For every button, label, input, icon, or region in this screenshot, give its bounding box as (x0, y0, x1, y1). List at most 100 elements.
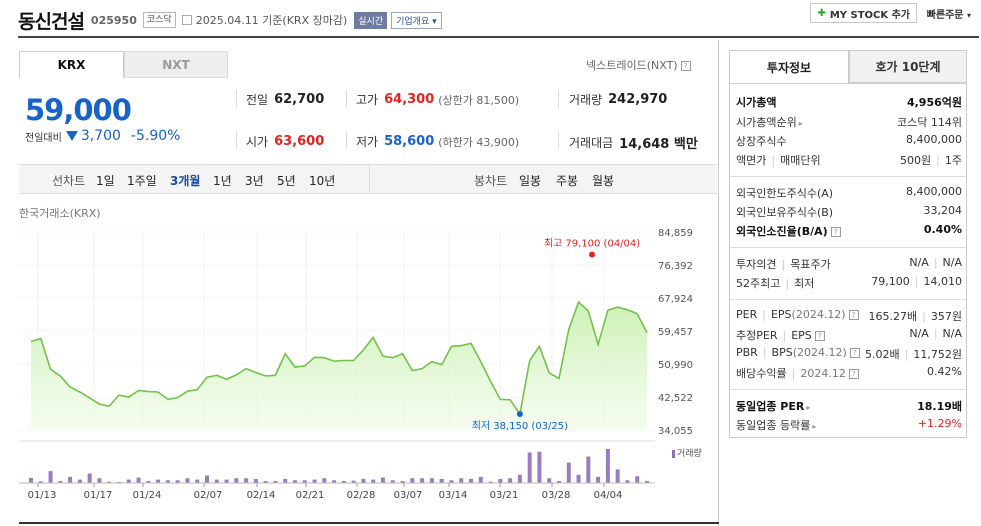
panel-separator (730, 176, 966, 177)
period-1y[interactable]: 1년 (213, 174, 232, 188)
candle-chart-label: 봉차트 (474, 174, 508, 188)
change-percent: -5.90% (130, 128, 181, 144)
plus-icon: ✚ (817, 7, 826, 19)
company-info-dropdown[interactable]: 기업개요 ▾ (391, 11, 442, 29)
x-tick-label: 03/21 (490, 490, 519, 501)
y-tick-label: 67,924 (658, 294, 693, 305)
x-tick-label: 01/13 (28, 490, 57, 501)
tab-krx[interactable]: KRX (19, 51, 124, 78)
company-name: 동신건설 (18, 10, 85, 33)
est-eps-value: N/A (942, 327, 962, 340)
period-3y[interactable]: 3년 (245, 174, 264, 188)
change-label: 전일대비 (25, 132, 62, 144)
low-stat: 저가 58,600 (하한가 43,900) (356, 133, 519, 150)
help-icon[interactable]: ? (849, 348, 860, 358)
x-tick-label: 03/28 (542, 490, 571, 501)
period-1d[interactable]: 1일 (96, 174, 115, 188)
dividend-year: 2024.12 (800, 367, 846, 380)
x-tick-label: 01/24 (133, 490, 162, 501)
help-icon[interactable]: ? (680, 61, 691, 71)
chevron-right-icon[interactable]: ▸ (806, 403, 811, 412)
realtime-button[interactable]: 실시간 (354, 11, 388, 29)
volume-label: 거래량 (569, 93, 603, 107)
period-divider (369, 165, 370, 193)
volume-bar (498, 478, 503, 483)
foreign-ratio-value: 0.40% (923, 223, 962, 236)
quick-order-button[interactable]: 빠른주문 ▾ (927, 6, 971, 21)
eps-label: EPS (770, 308, 792, 321)
chevron-right-icon[interactable]: ▸ (798, 119, 803, 128)
bps-year: (2024.12) (792, 346, 847, 359)
foreign-limit-label: 외국인한도주식수(A) (736, 187, 834, 200)
period-10y[interactable]: 10년 (309, 174, 336, 188)
invest-info-panel: 시가총액 4,956억원 시가총액순위 ▸ 코스닥 114위 상장주식수 8,400,0… (729, 83, 967, 438)
foreign-hold-row: 외국인보유주식수(B) 33,204 (736, 204, 962, 220)
volume-bar (332, 480, 337, 483)
prev-close-label: 전일 (246, 93, 269, 107)
market-cap-rank-row: 시가총액순위 ▸ 코스닥 114위 (736, 114, 962, 130)
volume-bar (586, 456, 591, 483)
volume-bar (293, 480, 297, 483)
volume-chart[interactable]: 01/13 01/17 01/24 02/07 02/14 02/21 02/28 03/07… (19, 440, 717, 506)
help-icon[interactable]: ? (848, 310, 859, 320)
y-tick-label: 34,055 (658, 426, 693, 437)
period-daily[interactable]: 일봉 (519, 174, 542, 188)
volume-bar (117, 481, 121, 483)
trade-unit-value: 1주 (944, 154, 962, 167)
foreign-limit-row: 외국인한도주식수(A) 8,400,000 (736, 185, 962, 201)
volume-bar (136, 477, 141, 483)
market-cap-row: 시가총액 4,956억원 (736, 94, 962, 110)
market-cap-label: 시가총액 (736, 96, 777, 109)
current-price: 59,000 (25, 93, 132, 127)
panel-separator (730, 299, 966, 300)
x-tick-label: 01/17 (84, 490, 113, 501)
low-marker (516, 411, 523, 418)
par-value: 500원 (900, 154, 932, 167)
y-tick-label: 42,522 (658, 393, 693, 404)
add-mystock-label: MY STOCK 추가 (829, 9, 910, 21)
amount-stat: 거래대금 14,648 백만 (569, 133, 698, 152)
volume-bar (224, 479, 229, 483)
52w-row: 52주최고 | 최저 79,100 | 14,010 (736, 275, 962, 290)
period-monthly[interactable]: 월봉 (592, 174, 615, 188)
nextrade-link[interactable]: 넥스트레이드(NXT)? (586, 57, 691, 73)
volume-bar (214, 479, 219, 483)
volume-bar (449, 480, 454, 483)
help-icon[interactable]: ? (830, 227, 841, 237)
high-value: 64,300 (384, 92, 435, 107)
volume-bar (410, 478, 415, 483)
volume-bar (195, 479, 200, 483)
help-icon[interactable]: ? (814, 331, 825, 341)
panel-separator (730, 389, 966, 390)
period-weekly[interactable]: 주봉 (556, 174, 579, 188)
quick-order-label: 빠른주문 (926, 10, 964, 21)
caret-down-icon: ▾ (966, 11, 971, 20)
tab-invest-info[interactable]: 투자정보 (729, 50, 849, 83)
volume-bar (439, 478, 444, 483)
volume-bar (517, 474, 522, 483)
period-5y[interactable]: 5년 (277, 174, 296, 188)
chevron-right-icon[interactable]: ▸ (812, 422, 817, 431)
price-chart[interactable]: 84,859 76,392 67,924 59,457 50,990 42,522 34,0… (19, 224, 717, 440)
volume-bar (58, 480, 63, 483)
volume-bar (547, 478, 552, 483)
stat-divider (346, 131, 347, 149)
help-icon[interactable]: ? (848, 369, 859, 379)
x-tick-label: 02/14 (247, 490, 276, 501)
volume-bar (126, 479, 131, 483)
volume-bar (107, 481, 112, 483)
volume-bar (537, 451, 542, 483)
chart-period-bar: 선차트 1일 1주일 3개월 1년 3년 5년 10년 봉차트 일봉 주봉 월봉 (19, 164, 717, 194)
volume-bar (488, 481, 493, 483)
volume-stat: 거래량 242,970 (569, 91, 667, 108)
add-mystock-button[interactable]: ✚ MY STOCK 추가 (810, 3, 917, 23)
tab-nxt[interactable]: NXT (124, 51, 228, 78)
tab-orderbook-10[interactable]: 호가 10단계 (849, 50, 967, 83)
period-3m[interactable]: 3개월 (170, 174, 201, 188)
x-tick-label: 03/14 (439, 490, 468, 501)
period-1w[interactable]: 1주일 (127, 174, 157, 188)
target-value: N/A (942, 256, 962, 269)
open-stat: 시가 63,600 (246, 133, 324, 150)
per-label: PER (736, 308, 758, 321)
caret-down-icon: ▾ (432, 16, 437, 27)
